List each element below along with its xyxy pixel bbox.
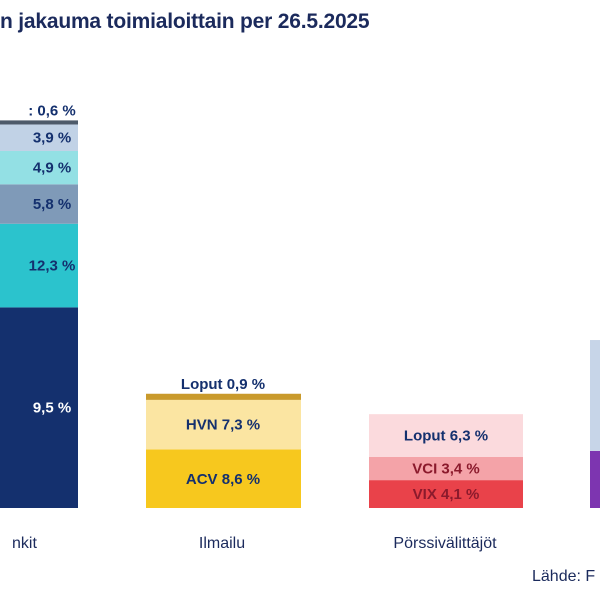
bar-segment <box>0 124 78 151</box>
segment-value-label: Loput 0,9 % <box>181 376 265 393</box>
bar-segment <box>0 151 78 185</box>
category-label: Ilmailu <box>199 535 245 552</box>
bar-segment <box>369 457 523 481</box>
segment-value-label: ACV 8,6 % <box>186 471 260 488</box>
bar-segment <box>590 450 600 508</box>
bar-segment <box>146 399 301 450</box>
segment-labels-layer: 9,5 % 12,3 % 5,8 % 4,9 % 3,9 % : 0,6 % ACV 8,6… <box>28 102 488 503</box>
segment-value-label: VIX 4,1 % <box>413 486 480 503</box>
segment-value-label: 12,3 % <box>29 258 76 275</box>
category-label: nkit <box>12 535 37 552</box>
segment-value-label: 5,8 % <box>33 196 71 213</box>
category-label: Pörssivälittäjöt <box>393 535 497 552</box>
chart-title: n jakauma toimialoittain per 26.5.2025 <box>0 10 370 33</box>
bar-segment <box>590 340 600 451</box>
bar-segment <box>0 120 78 125</box>
bar-segment <box>146 393 301 400</box>
segment-value-label: VCI 3,4 % <box>412 461 480 478</box>
bar-segment <box>0 223 78 308</box>
bar-segment <box>369 480 523 508</box>
segment-value-label: 9,5 % <box>33 400 71 417</box>
category-labels-layer: nkit Ilmailu Pörssivälittäjöt <box>12 535 497 552</box>
segment-value-label: : 0,6 % <box>28 102 76 119</box>
bars-layer <box>0 120 600 508</box>
segment-value-label: 4,9 % <box>33 160 71 177</box>
bar-segment <box>146 449 301 508</box>
source-label: Lähde: F <box>532 568 596 585</box>
segment-value-label: Loput 6,3 % <box>404 428 488 445</box>
bar-segment <box>369 414 523 457</box>
bar-segment <box>0 184 78 224</box>
bar-segment <box>0 307 78 508</box>
segment-value-label: HVN 7,3 % <box>186 417 260 434</box>
segment-value-label: 3,9 % <box>33 130 71 147</box>
